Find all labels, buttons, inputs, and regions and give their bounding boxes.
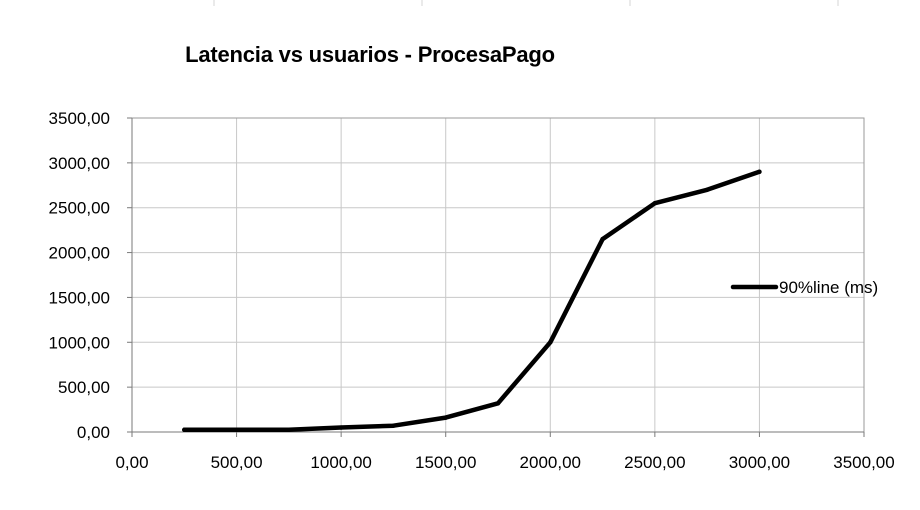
x-tick-label: 2500,00: [624, 453, 685, 472]
data-point[interactable]: [495, 401, 501, 406]
data-point[interactable]: [182, 427, 187, 432]
x-tick-label: 500,00: [211, 453, 263, 472]
x-tick-label: 0,00: [115, 453, 148, 472]
y-tick-label: 1500,00: [49, 288, 110, 307]
x-tick-label: 3500,00: [833, 453, 894, 472]
chart-title: Latencia vs usuarios - ProcesaPago: [185, 42, 555, 67]
data-point[interactable]: [391, 423, 396, 428]
data-point[interactable]: [757, 169, 762, 175]
legend-label: 90%line (ms): [779, 278, 878, 297]
y-tick-label: 3000,00: [49, 154, 110, 173]
series-line[interactable]: [182, 169, 762, 433]
y-tick-label: 1000,00: [49, 333, 110, 352]
data-point[interactable]: [338, 425, 344, 430]
y-tick-label: 3500,00: [49, 109, 110, 128]
data-point[interactable]: [548, 340, 553, 345]
y-tick-label: 2500,00: [49, 199, 110, 218]
data-point[interactable]: [600, 236, 605, 242]
x-tick-label: 2000,00: [520, 453, 581, 472]
data-point[interactable]: [652, 201, 658, 206]
x-tick-label: 1000,00: [310, 453, 371, 472]
data-point[interactable]: [286, 427, 292, 432]
data-point[interactable]: [234, 427, 239, 432]
x-tick-label: 3000,00: [729, 453, 790, 472]
data-point[interactable]: [704, 187, 710, 192]
y-tick-label: 2000,00: [49, 244, 110, 263]
plot-area: [132, 118, 864, 432]
y-tick-label: 500,00: [58, 378, 110, 397]
x-tick-label: 1500,00: [415, 453, 476, 472]
data-point[interactable]: [443, 415, 448, 420]
y-tick-label: 0,00: [77, 423, 110, 442]
